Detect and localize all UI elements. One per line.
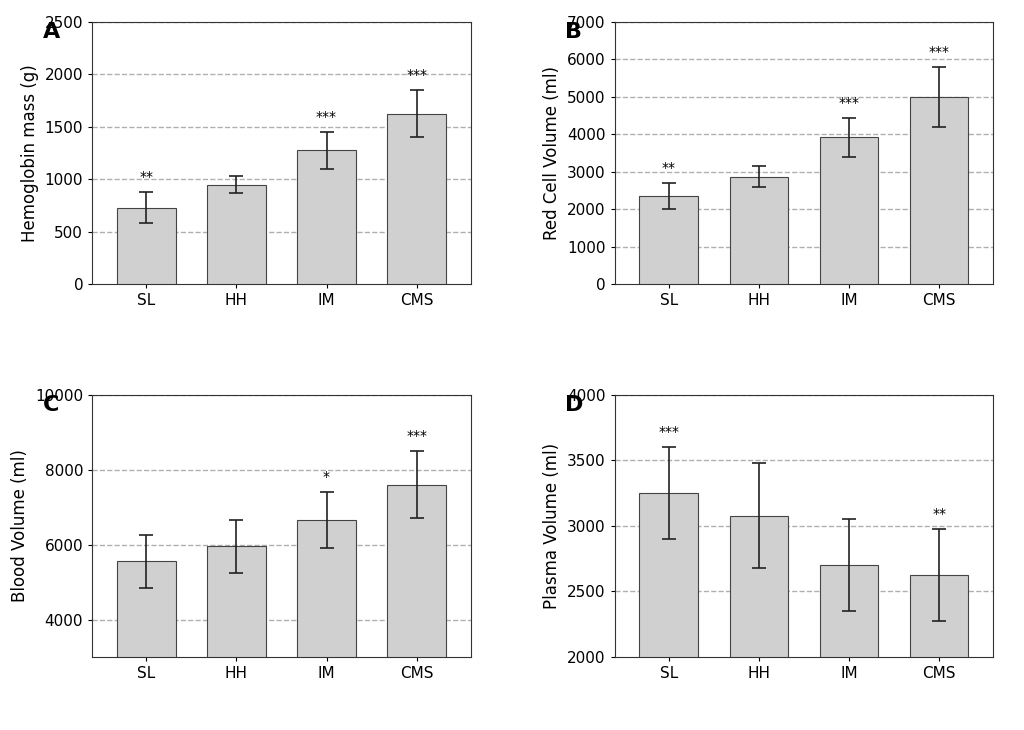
- Bar: [117, 561, 175, 657]
- Text: ***: ***: [658, 425, 679, 439]
- Text: **: **: [932, 507, 946, 521]
- Text: A: A: [43, 22, 60, 42]
- Text: ***: ***: [407, 429, 427, 443]
- Text: ***: ***: [407, 69, 427, 82]
- Text: ***: ***: [316, 110, 337, 124]
- Bar: [117, 208, 175, 285]
- Bar: [729, 516, 788, 657]
- Bar: [297, 520, 356, 657]
- Y-axis label: Red Cell Volume (ml): Red Cell Volume (ml): [544, 66, 561, 240]
- Text: ***: ***: [839, 96, 859, 110]
- Bar: [387, 485, 446, 657]
- Bar: [297, 150, 356, 285]
- Bar: [387, 114, 446, 285]
- Text: ***: ***: [929, 45, 949, 59]
- Text: **: **: [139, 170, 154, 184]
- Bar: [820, 137, 879, 285]
- Text: B: B: [565, 22, 583, 42]
- Bar: [910, 97, 969, 285]
- Bar: [639, 196, 698, 285]
- Text: C: C: [43, 394, 59, 415]
- Y-axis label: Blood Volume (ml): Blood Volume (ml): [11, 450, 30, 602]
- Text: D: D: [565, 394, 584, 415]
- Bar: [729, 177, 788, 285]
- Bar: [639, 493, 698, 657]
- Bar: [207, 185, 265, 285]
- Bar: [207, 546, 265, 657]
- Bar: [820, 565, 879, 657]
- Bar: [910, 575, 969, 657]
- Y-axis label: Hemoglobin mass (g): Hemoglobin mass (g): [22, 64, 39, 242]
- Text: *: *: [323, 470, 330, 484]
- Text: **: **: [662, 161, 676, 175]
- Y-axis label: Plasma Volume (ml): Plasma Volume (ml): [544, 442, 561, 609]
